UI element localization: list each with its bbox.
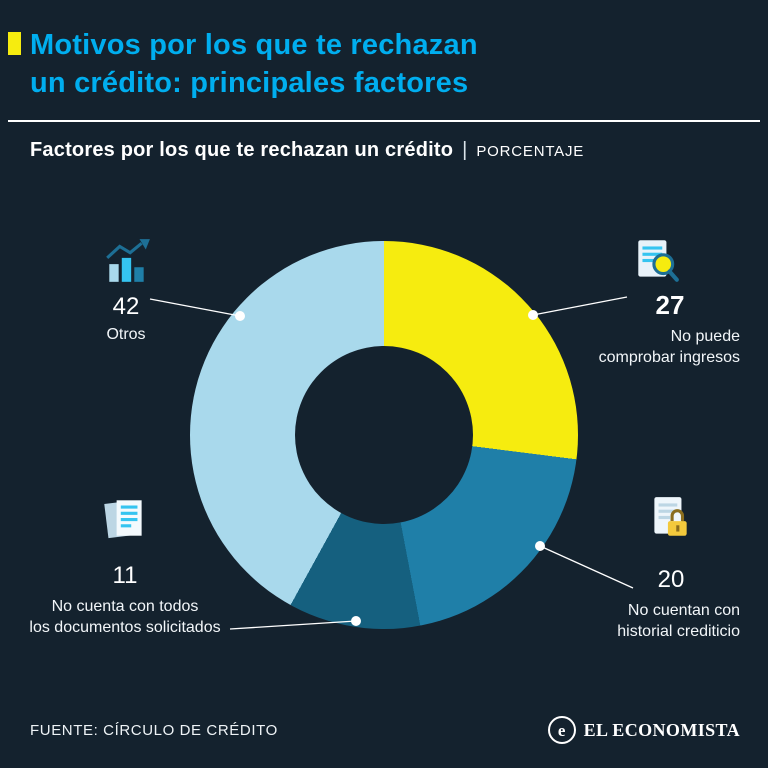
bar-chart-icon: [102, 236, 152, 286]
accent-marker: [8, 32, 21, 55]
callout-value-otros: 42: [112, 293, 140, 320]
callout-label-ingresos: No puede comprobar ingresos: [598, 328, 740, 366]
callout-value-historial: 20: [657, 566, 685, 593]
subtitle-unit: PORCENTAJE: [476, 143, 585, 160]
donut-hole: [295, 346, 473, 524]
divider: [8, 120, 760, 122]
page-title: Motivos por los que te rechazan un crédit…: [30, 26, 478, 103]
magnifier-document-icon: [631, 235, 681, 285]
subtitle-separator: |: [462, 139, 468, 161]
callout-label-historial: No cuentan con historial crediticio: [617, 602, 740, 640]
chart-subtitle: Factores por los que te rechazan un créd…: [30, 139, 584, 162]
title-line-2: un crédito: principales factores: [30, 67, 469, 100]
publisher-name: EL ECONOMISTA: [583, 719, 740, 740]
callout-label-docs: No cuenta con todos los documentos solic…: [29, 598, 221, 636]
source-credit: FUENTE: CÍRCULO DE CRÉDITO: [30, 722, 278, 739]
lock-document-icon: [645, 493, 695, 543]
donut-chart: [190, 241, 578, 629]
title-line-1: Motivos por los que te rechazan: [30, 29, 478, 61]
callout-label-otros: Otros: [106, 326, 146, 343]
documents-icon: [101, 493, 151, 543]
publisher-logo: e EL ECONOMISTA: [547, 716, 740, 744]
callout-value-docs: 11: [112, 562, 138, 589]
publisher-mark-icon: e: [547, 716, 576, 744]
callout-value-ingresos: 27: [655, 290, 685, 320]
subtitle-text: Factores por los que te rechazan un créd…: [30, 139, 454, 161]
